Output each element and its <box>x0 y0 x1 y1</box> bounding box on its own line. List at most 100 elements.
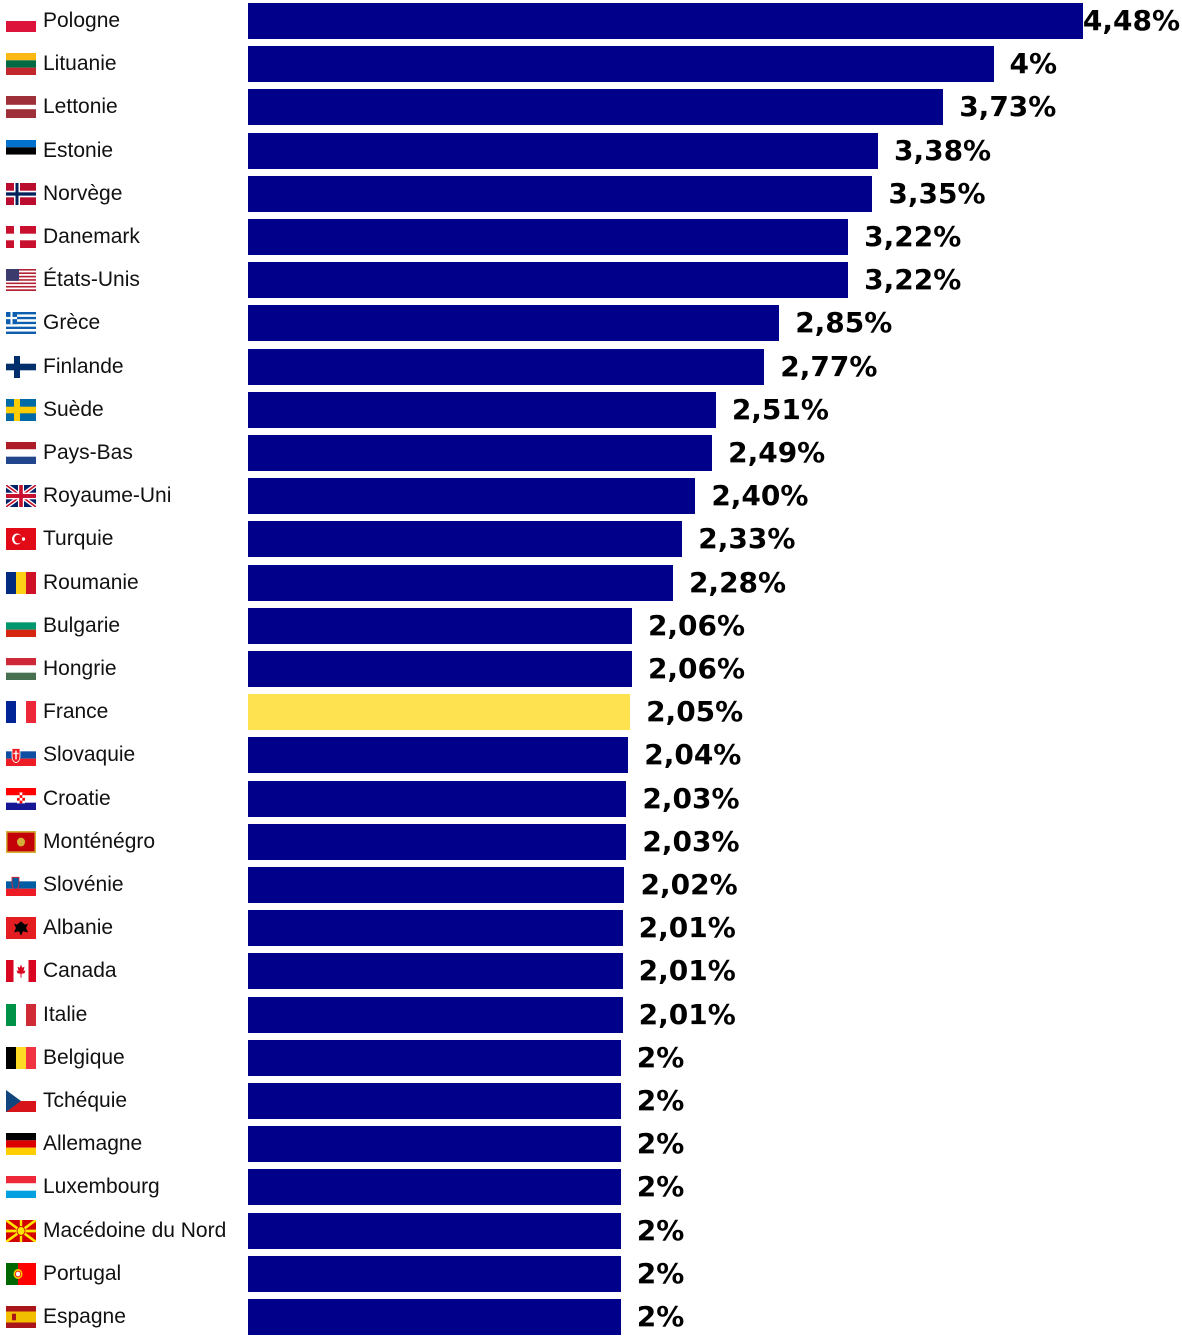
chart-row: Italie 2,01% <box>0 997 1182 1033</box>
chart-row: Monténégro 2,03% <box>0 824 1182 860</box>
bar <box>248 1040 621 1076</box>
finland-flag-icon <box>6 356 36 378</box>
poland-flag-icon <box>6 10 36 32</box>
category-label: Canada <box>43 953 117 989</box>
czechia-flag-icon <box>6 1090 36 1112</box>
category-label: Suède <box>43 392 104 428</box>
bar <box>248 608 632 644</box>
value-label: 2,05% <box>646 694 743 730</box>
chart-row: Slovaquie 2,04% <box>0 737 1182 773</box>
category-label: Portugal <box>43 1256 121 1292</box>
bar <box>248 781 626 817</box>
belgium-flag-icon <box>6 1047 36 1069</box>
chart-row: Suède 2,51% <box>0 392 1182 428</box>
spain-flag-icon <box>6 1306 36 1328</box>
portugal-flag-icon <box>6 1263 36 1285</box>
category-label: Estonie <box>43 133 113 169</box>
category-label: Pologne <box>43 3 120 39</box>
category-label: Albanie <box>43 910 113 946</box>
bar <box>248 3 1083 39</box>
category-label: Italie <box>43 997 87 1033</box>
value-label: 2% <box>637 1213 685 1249</box>
value-label: 2,77% <box>780 349 877 385</box>
uk-flag-icon <box>6 485 36 507</box>
norway-flag-icon <box>6 183 36 205</box>
value-label: 2,51% <box>732 392 829 428</box>
value-label: 3,38% <box>894 133 991 169</box>
chart-row: Turquie 2,33% <box>0 521 1182 557</box>
value-label: 3,35% <box>888 176 985 212</box>
bar <box>248 219 848 255</box>
category-label: Lettonie <box>43 89 118 125</box>
canada-flag-icon <box>6 960 36 982</box>
bar <box>248 305 779 341</box>
bar <box>248 953 623 989</box>
chart-row: Grèce 2,85% <box>0 305 1182 341</box>
category-label: Turquie <box>43 521 113 557</box>
slovenia-flag-icon <box>6 874 36 896</box>
bar <box>248 1213 621 1249</box>
category-label: États-Unis <box>43 262 140 298</box>
sweden-flag-icon <box>6 399 36 421</box>
category-label: Allemagne <box>43 1126 142 1162</box>
bar <box>248 435 712 471</box>
category-label: Croatie <box>43 781 111 817</box>
value-label: 2,40% <box>711 478 808 514</box>
bar <box>248 737 628 773</box>
usa-flag-icon <box>6 269 36 291</box>
bar <box>248 694 630 730</box>
value-label: 2% <box>637 1169 685 1205</box>
chart-row: Portugal 2% <box>0 1256 1182 1292</box>
chart-row: Canada 2,01% <box>0 953 1182 989</box>
category-label: Slovénie <box>43 867 124 903</box>
chart-row: États-Unis 3,22% <box>0 262 1182 298</box>
value-label: 2,03% <box>642 824 739 860</box>
value-label: 2,04% <box>644 737 741 773</box>
netherlands-flag-icon <box>6 442 36 464</box>
value-label: 2,85% <box>795 305 892 341</box>
chart-row: Pologne 4,48% <box>0 3 1182 39</box>
category-label: Monténégro <box>43 824 155 860</box>
bar <box>248 867 624 903</box>
value-label: 3,73% <box>959 89 1056 125</box>
bar <box>248 1126 621 1162</box>
albania-flag-icon <box>6 917 36 939</box>
bar <box>248 997 623 1033</box>
chart-row: Albanie 2,01% <box>0 910 1182 946</box>
category-label: Lituanie <box>43 46 117 82</box>
bar <box>248 176 872 212</box>
category-label: Pays-Bas <box>43 435 133 471</box>
category-label: Macédoine du Nord <box>43 1213 226 1249</box>
chart-row: Danemark 3,22% <box>0 219 1182 255</box>
value-label: 2,01% <box>639 910 736 946</box>
lithuania-flag-icon <box>6 53 36 75</box>
bulgaria-flag-icon <box>6 615 36 637</box>
value-label: 2,03% <box>642 781 739 817</box>
hungary-flag-icon <box>6 658 36 680</box>
category-label: Tchéquie <box>43 1083 127 1119</box>
category-label: Slovaquie <box>43 737 135 773</box>
bar <box>248 1256 621 1292</box>
category-label: Hongrie <box>43 651 117 687</box>
romania-flag-icon <box>6 572 36 594</box>
bar <box>248 46 994 82</box>
value-label: 2% <box>637 1299 685 1335</box>
chart-row: Bulgarie 2,06% <box>0 608 1182 644</box>
category-label: Norvège <box>43 176 122 212</box>
bar <box>248 651 632 687</box>
greece-flag-icon <box>6 312 36 334</box>
bar <box>248 349 764 385</box>
value-label: 2,49% <box>728 435 825 471</box>
slovakia-flag-icon <box>6 744 36 766</box>
value-label: 2% <box>637 1040 685 1076</box>
value-label: 2% <box>637 1256 685 1292</box>
category-label: Roumanie <box>43 565 139 601</box>
montenegro-flag-icon <box>6 831 36 853</box>
luxembourg-flag-icon <box>6 1176 36 1198</box>
bar <box>248 478 695 514</box>
category-label: Belgique <box>43 1040 125 1076</box>
value-label: 2,33% <box>698 521 795 557</box>
latvia-flag-icon <box>6 96 36 118</box>
value-label: 2% <box>637 1126 685 1162</box>
category-label: Danemark <box>43 219 140 255</box>
